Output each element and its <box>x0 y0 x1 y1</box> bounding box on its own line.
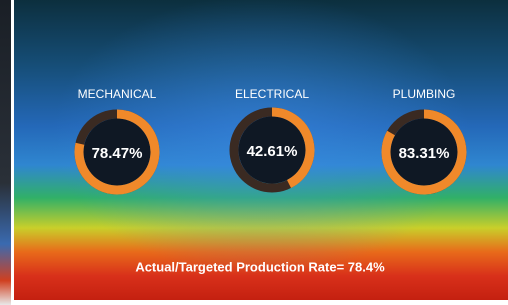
category-label: MECHANICAL <box>78 87 157 101</box>
annotation: Actual/Targeted Production Rate= 78.4% <box>135 259 385 274</box>
value-label: 42.61% <box>247 143 298 160</box>
value-label: 83.31% <box>399 145 450 162</box>
category-label: PLUMBING <box>393 87 456 101</box>
screenshot: Actual/Targeted Production Rate= 78.4% M… <box>0 0 508 305</box>
category-label: ELECTRICAL <box>235 87 309 101</box>
chart: Actual/Targeted Production Rate= 78.4% M… <box>0 0 508 305</box>
value-label: 78.47% <box>92 145 143 162</box>
